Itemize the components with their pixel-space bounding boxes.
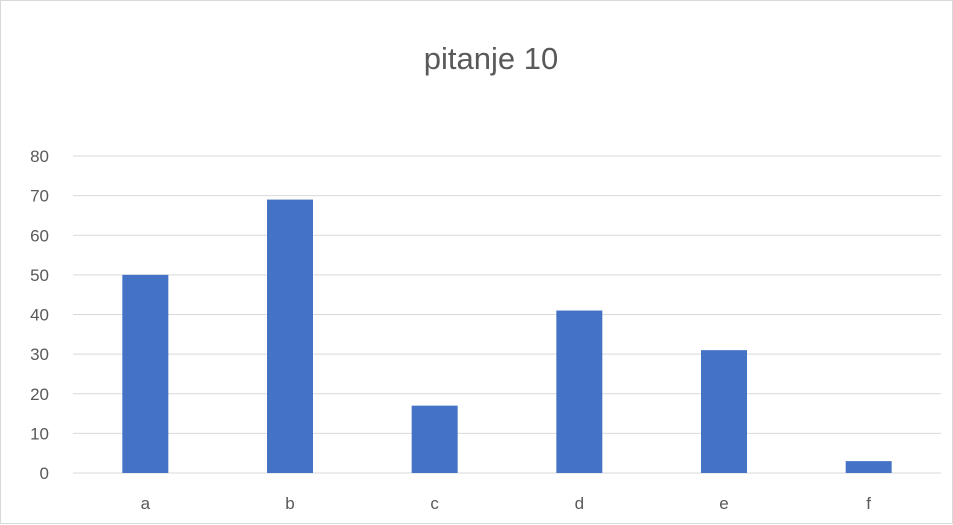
y-axis-tick-labels: 0 10 20 30 40 50 60 70 80 [30,147,49,483]
bar-f [845,461,892,473]
bar-d [556,310,603,473]
bar-b [267,199,313,473]
x-tick-label-a: a [141,494,151,513]
bars [122,199,892,473]
x-tick-label-f: f [866,494,871,513]
x-tick-label-d: d [575,494,584,513]
y-tick-label-0: 0 [40,464,49,483]
y-tick-label-50: 50 [30,266,49,285]
y-tick-label-20: 20 [30,385,49,404]
y-tick-label-30: 30 [30,345,49,364]
x-axis-tick-labels: a b c d e f [141,494,872,513]
y-tick-label-70: 70 [30,187,49,206]
x-tick-label-e: e [719,494,728,513]
bar-a [122,274,169,473]
chart-title: pitanje 10 [424,41,558,76]
gridlines [73,155,941,474]
y-tick-label-80: 80 [30,147,49,166]
x-tick-label-c: c [430,494,439,513]
y-tick-label-40: 40 [30,306,49,325]
bar-c [411,405,458,473]
y-tick-label-60: 60 [30,226,49,245]
bar-e [701,350,747,473]
y-tick-label-10: 10 [30,424,49,443]
x-tick-label-b: b [285,494,294,513]
